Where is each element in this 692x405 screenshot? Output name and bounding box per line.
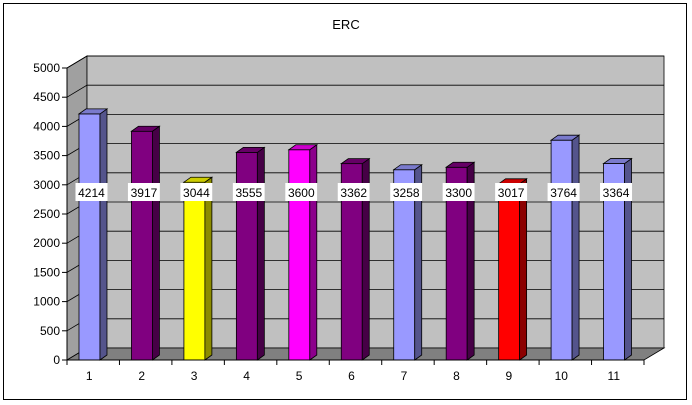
x-tick-label: 3 <box>191 369 198 383</box>
x-tick-label: 11 <box>608 369 621 383</box>
data-label: 3764 <box>550 186 577 200</box>
data-label-box <box>232 183 265 201</box>
bar-side <box>571 134 580 361</box>
data-label: 3917 <box>131 186 158 200</box>
y-tick-label: 1500 <box>33 265 60 279</box>
bar-top <box>340 158 371 165</box>
y-tick-label: 5000 <box>33 61 60 75</box>
bar-front <box>550 139 573 361</box>
y-tick-label: 3000 <box>33 178 60 192</box>
bar-side <box>152 125 160 361</box>
bar-top <box>549 134 581 141</box>
y-tick-label: 4500 <box>33 90 60 104</box>
data-label-box <box>547 183 580 201</box>
data-label-box <box>75 183 108 201</box>
bar <box>130 125 161 361</box>
bar <box>497 178 528 361</box>
y-tick-label: 3500 <box>33 149 60 163</box>
bar <box>602 157 633 361</box>
bar-side <box>99 108 108 361</box>
data-label: 3362 <box>340 186 367 200</box>
bar-front <box>131 130 153 361</box>
chart-title: ERC <box>332 17 359 32</box>
bar-top <box>444 161 476 168</box>
bar <box>77 108 109 361</box>
x-tick-label: 2 <box>138 369 145 383</box>
gridline <box>66 55 664 69</box>
data-label-box <box>495 183 528 201</box>
data-label-box <box>127 183 160 201</box>
bar <box>235 146 266 361</box>
bar-side <box>204 176 213 361</box>
gridline <box>66 84 664 98</box>
bar-top <box>235 146 266 153</box>
data-label: 3300 <box>445 186 472 200</box>
x-tick-label: 5 <box>296 369 303 383</box>
bar <box>182 176 214 361</box>
data-label: 3600 <box>288 186 315 200</box>
data-label-box <box>337 183 370 201</box>
bar-front <box>498 183 521 361</box>
y-tick-label: 2000 <box>33 236 60 250</box>
bar-top <box>602 158 633 164</box>
bar-top <box>77 108 109 115</box>
y-tick-label: 500 <box>40 324 60 338</box>
data-label-box <box>390 183 423 201</box>
bar-top <box>130 125 161 132</box>
bar-front <box>78 113 101 361</box>
bar-top <box>287 144 319 151</box>
bar-side <box>309 143 318 361</box>
y-tick-label: 0 <box>53 353 60 367</box>
bar <box>444 161 476 361</box>
y-tick-label: 1000 <box>33 295 60 309</box>
data-label-box <box>442 183 475 201</box>
bar-top <box>182 176 214 183</box>
data-label-box <box>285 183 318 201</box>
bar-top <box>392 164 423 171</box>
x-tick-label: 6 <box>348 369 355 383</box>
x-tick-label: 1 <box>86 369 93 383</box>
bar <box>340 157 371 361</box>
bar <box>392 163 423 361</box>
data-label-box <box>180 183 213 201</box>
bar-side <box>519 178 528 361</box>
data-label: 3364 <box>603 186 630 200</box>
bar <box>287 143 319 361</box>
bar-front <box>183 181 206 361</box>
data-label: 3044 <box>183 186 210 200</box>
x-tick-label: 9 <box>506 369 513 383</box>
bar-side <box>256 146 265 361</box>
y-tick-label: 2500 <box>33 207 60 221</box>
bar <box>549 134 581 361</box>
data-label: 3258 <box>393 186 420 200</box>
data-label-box <box>600 183 633 201</box>
data-label: 3017 <box>498 186 525 200</box>
y-tick-label: 4000 <box>33 119 60 133</box>
x-tick-label: 4 <box>243 369 250 383</box>
x-tick-label: 7 <box>401 369 408 383</box>
data-label: 4214 <box>78 186 105 200</box>
x-tick-label: 10 <box>555 369 569 383</box>
bar-front <box>288 149 311 361</box>
data-label: 3555 <box>236 186 263 200</box>
x-tick-label: 8 <box>453 369 460 383</box>
